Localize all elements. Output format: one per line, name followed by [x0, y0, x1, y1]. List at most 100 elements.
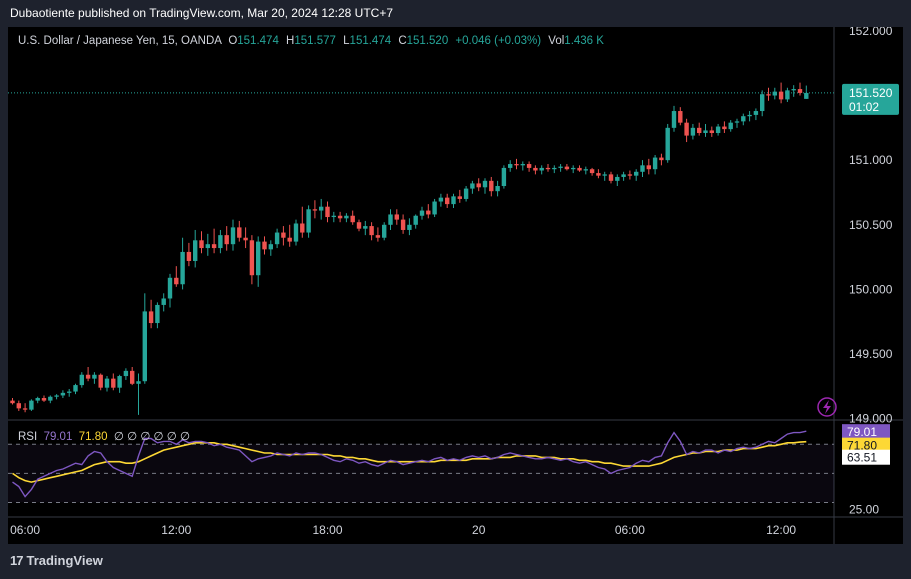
candle-body	[634, 171, 639, 176]
rsi-ma-line	[12, 440, 807, 483]
candle-body	[10, 400, 15, 404]
open-label: O	[228, 35, 238, 47]
rsi-title[interactable]: RSI	[18, 431, 38, 443]
candle-body	[369, 226, 374, 236]
candle-body	[419, 210, 425, 216]
candle-body	[306, 209, 311, 233]
rsi-ma-tag	[842, 437, 890, 453]
candle-body	[426, 210, 431, 215]
candle-body	[243, 237, 248, 241]
candle-body	[130, 370, 135, 384]
candle-body	[495, 186, 500, 192]
candle-body	[545, 167, 551, 170]
rsi-line	[12, 430, 807, 498]
time-tick-label-5: 12:00	[766, 523, 796, 537]
candle-body	[728, 122, 733, 130]
candle-body	[230, 227, 236, 245]
close-label: C	[398, 35, 407, 47]
candle-body	[312, 209, 318, 211]
candle-body	[41, 398, 47, 401]
candle-body	[778, 91, 784, 100]
candle-body	[16, 403, 21, 409]
candle-body	[400, 219, 406, 230]
published-by-text: Dubaotiente published on TradingView.com…	[10, 6, 394, 20]
candle-body	[155, 304, 160, 324]
candle-body	[123, 370, 129, 377]
candle-body	[161, 298, 166, 305]
candle-body	[697, 127, 702, 134]
symbol-legend: U.S. Dollar / Japanese Yen, 15, OANDA O 1…	[18, 35, 608, 47]
candle-body	[104, 378, 110, 388]
candle-body	[571, 167, 576, 170]
candle-body	[274, 232, 280, 245]
candle-body	[193, 240, 198, 261]
chart-canvas[interactable]: 152.000151.500151.000150.500150.000149.5…	[8, 27, 903, 544]
change-value: +0.046 (+0.03%)	[455, 35, 542, 47]
candle-body	[388, 214, 393, 225]
tradingview-logo[interactable]: 17 TradingView	[10, 553, 103, 568]
candle-body	[92, 374, 97, 379]
last-price-tag-value: 151.520	[849, 86, 893, 100]
rsi-value-tag-text: 79.01	[847, 425, 877, 439]
candle-body	[508, 164, 513, 168]
candle-body	[470, 183, 475, 189]
candle-body	[85, 374, 91, 379]
candle-body	[520, 164, 525, 166]
candle-body	[652, 157, 658, 170]
candle-body	[615, 176, 620, 181]
candle-body	[753, 111, 759, 115]
price-tick-label-2: 151.000	[849, 153, 893, 167]
candle-body	[646, 165, 651, 170]
candle-body	[665, 127, 670, 161]
candle-body	[627, 174, 633, 176]
low-label: L	[343, 35, 350, 47]
low-value: 151.474	[349, 35, 392, 47]
chart-frame[interactable]: 152.000151.500151.000150.500150.000149.5…	[8, 27, 903, 544]
tradingview-logo-text: TradingView	[26, 553, 103, 568]
time-tick-label-2: 18:00	[312, 523, 342, 537]
candle-body	[29, 400, 34, 410]
candle-body	[142, 311, 147, 382]
lightning-icon[interactable]	[817, 397, 837, 417]
candle-body	[48, 396, 53, 401]
candle-body	[300, 223, 305, 233]
symbol-title[interactable]: U.S. Dollar / Japanese Yen, 15, OANDA	[18, 35, 222, 47]
candle-body	[98, 374, 103, 388]
candle-body	[407, 224, 412, 230]
candle-body	[797, 89, 803, 93]
price-tick-label-4: 150.000	[849, 282, 893, 296]
rsi-ma-value: 71.80	[78, 431, 108, 443]
high-value: 151.577	[294, 35, 336, 47]
candle-body	[249, 240, 255, 276]
candle-body	[331, 215, 336, 218]
candle-body	[445, 197, 450, 205]
candle-body	[344, 215, 349, 219]
candle-body	[703, 130, 708, 134]
candle-body	[489, 180, 494, 192]
last-price-tag	[842, 83, 899, 115]
candle-body	[167, 277, 173, 299]
candle-body	[356, 222, 362, 229]
candle-body	[287, 237, 292, 242]
candle-body	[558, 166, 563, 168]
rsi-level-tag-text: 63.51	[847, 451, 877, 465]
volume-value: 1.436 K	[564, 35, 604, 47]
candle-body	[211, 244, 217, 249]
price-tick-label-0: 152.000	[849, 27, 893, 38]
candle-body	[785, 90, 790, 100]
candle-body	[337, 215, 343, 219]
candle-body	[621, 174, 626, 177]
candle-body	[22, 408, 28, 410]
candle-body	[526, 164, 532, 168]
candle-body	[79, 374, 84, 386]
candle-body	[363, 226, 368, 229]
candle-body	[432, 201, 437, 215]
candle-body	[690, 127, 696, 136]
candle-body	[539, 167, 544, 171]
candle-body	[457, 196, 462, 199]
candle-body	[715, 126, 721, 134]
candle-body	[293, 223, 299, 242]
candle-body	[186, 251, 192, 261]
tv-logo-icon: 17	[10, 553, 24, 568]
candle-body	[394, 214, 399, 220]
